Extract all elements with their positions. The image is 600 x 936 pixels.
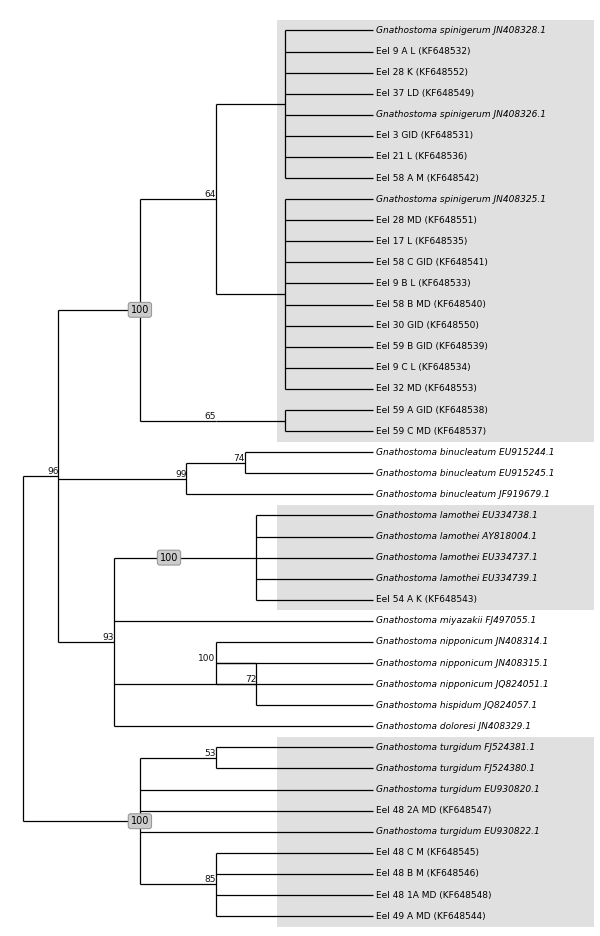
Text: Eel 59 A GID (KF648538): Eel 59 A GID (KF648538) xyxy=(376,405,488,415)
Text: Gnathostoma binucleatum EU915245.1: Gnathostoma binucleatum EU915245.1 xyxy=(376,469,554,477)
Text: 85: 85 xyxy=(204,875,215,885)
Text: Gnathostoma lamothei AY818004.1: Gnathostoma lamothei AY818004.1 xyxy=(376,532,536,541)
Text: Eel 48 1A MD (KF648548): Eel 48 1A MD (KF648548) xyxy=(376,890,491,899)
Text: Eel 32 MD (KF648553): Eel 32 MD (KF648553) xyxy=(376,385,476,393)
Text: Gnathostoma binucleatum JF919679.1: Gnathostoma binucleatum JF919679.1 xyxy=(376,490,550,499)
Text: Eel 9 B L (KF648533): Eel 9 B L (KF648533) xyxy=(376,279,470,288)
Text: 93: 93 xyxy=(102,633,114,642)
Text: 100: 100 xyxy=(199,654,215,663)
Text: Gnathostoma lamothei EU334738.1: Gnathostoma lamothei EU334738.1 xyxy=(376,511,538,519)
Text: Eel 17 L (KF648535): Eel 17 L (KF648535) xyxy=(376,237,467,246)
Text: Gnathostoma turgidum EU930820.1: Gnathostoma turgidum EU930820.1 xyxy=(376,785,539,794)
Text: Gnathostoma nipponicum JQ824051.1: Gnathostoma nipponicum JQ824051.1 xyxy=(376,680,548,689)
Text: Eel 28 MD (KF648551): Eel 28 MD (KF648551) xyxy=(376,215,476,225)
Text: Eel 30 GID (KF648550): Eel 30 GID (KF648550) xyxy=(376,321,479,330)
Text: Gnathostoma doloresi JN408329.1: Gnathostoma doloresi JN408329.1 xyxy=(376,722,530,731)
Text: Gnathostoma turgidum FJ524381.1: Gnathostoma turgidum FJ524381.1 xyxy=(376,743,535,752)
Text: 96: 96 xyxy=(47,467,58,475)
Text: Eel 59 B GID (KF648539): Eel 59 B GID (KF648539) xyxy=(376,343,488,351)
Text: Gnathostoma spinigerum JN408328.1: Gnathostoma spinigerum JN408328.1 xyxy=(376,26,545,35)
Text: Gnathostoma spinigerum JN408326.1: Gnathostoma spinigerum JN408326.1 xyxy=(376,110,545,119)
Text: 65: 65 xyxy=(204,412,215,420)
Text: 100: 100 xyxy=(131,816,149,826)
Text: Eel 49 A MD (KF648544): Eel 49 A MD (KF648544) xyxy=(376,912,485,921)
Text: 72: 72 xyxy=(245,675,256,684)
Text: Gnathostoma nipponicum JN408314.1: Gnathostoma nipponicum JN408314.1 xyxy=(376,637,548,647)
Text: Eel 3 GID (KF648531): Eel 3 GID (KF648531) xyxy=(376,131,473,140)
Text: Eel 58 A M (KF648542): Eel 58 A M (KF648542) xyxy=(376,173,479,183)
Text: Eel 28 K (KF648552): Eel 28 K (KF648552) xyxy=(376,68,467,77)
Text: Gnathostoma lamothei EU334737.1: Gnathostoma lamothei EU334737.1 xyxy=(376,553,538,563)
Text: Gnathostoma hispidum JQ824057.1: Gnathostoma hispidum JQ824057.1 xyxy=(376,701,537,709)
Text: 64: 64 xyxy=(204,190,215,199)
Text: Eel 48 C M (KF648545): Eel 48 C M (KF648545) xyxy=(376,848,479,857)
Text: Eel 9 A L (KF648532): Eel 9 A L (KF648532) xyxy=(376,47,470,56)
Text: Gnathostoma turgidum EU930822.1: Gnathostoma turgidum EU930822.1 xyxy=(376,827,539,836)
Text: 99: 99 xyxy=(175,470,187,478)
Bar xyxy=(277,20,594,442)
Text: Eel 9 C L (KF648534): Eel 9 C L (KF648534) xyxy=(376,363,470,373)
Text: Gnathostoma lamothei EU334739.1: Gnathostoma lamothei EU334739.1 xyxy=(376,574,538,583)
Text: 100: 100 xyxy=(160,552,178,563)
Bar xyxy=(277,505,594,610)
Text: Gnathostoma miyazakii FJ497055.1: Gnathostoma miyazakii FJ497055.1 xyxy=(376,617,536,625)
Text: Gnathostoma turgidum FJ524380.1: Gnathostoma turgidum FJ524380.1 xyxy=(376,764,535,773)
Text: Eel 59 C MD (KF648537): Eel 59 C MD (KF648537) xyxy=(376,427,486,435)
Text: 100: 100 xyxy=(131,305,149,314)
Text: Eel 48 2A MD (KF648547): Eel 48 2A MD (KF648547) xyxy=(376,806,491,815)
Text: Eel 21 L (KF648536): Eel 21 L (KF648536) xyxy=(376,153,467,162)
Text: Eel 58 C GID (KF648541): Eel 58 C GID (KF648541) xyxy=(376,258,488,267)
Text: Eel 48 B M (KF648546): Eel 48 B M (KF648546) xyxy=(376,870,479,878)
Text: Gnathostoma binucleatum EU915244.1: Gnathostoma binucleatum EU915244.1 xyxy=(376,447,554,457)
Text: Gnathostoma nipponicum JN408315.1: Gnathostoma nipponicum JN408315.1 xyxy=(376,659,548,667)
Text: Eel 58 B MD (KF648540): Eel 58 B MD (KF648540) xyxy=(376,300,485,309)
Text: Eel 54 A K (KF648543): Eel 54 A K (KF648543) xyxy=(376,595,476,605)
Text: Eel 37 LD (KF648549): Eel 37 LD (KF648549) xyxy=(376,89,474,98)
Text: Gnathostoma spinigerum JN408325.1: Gnathostoma spinigerum JN408325.1 xyxy=(376,195,545,204)
Bar xyxy=(277,737,594,927)
Text: 53: 53 xyxy=(204,749,215,758)
Text: 74: 74 xyxy=(233,454,245,462)
